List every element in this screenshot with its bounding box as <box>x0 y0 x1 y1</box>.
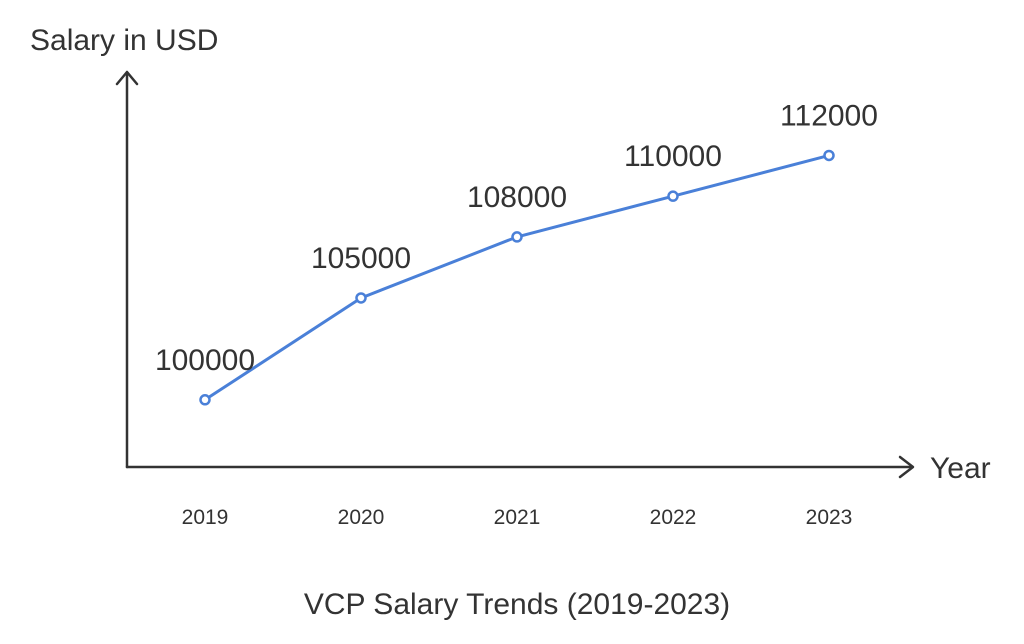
data-label-2019: 100000 <box>155 344 255 377</box>
x-tick-label-2019: 2019 <box>182 506 229 529</box>
data-point-2023[interactable] <box>823 149 835 162</box>
data-point-2019[interactable] <box>199 394 211 406</box>
data-point-2021[interactable] <box>511 231 523 243</box>
x-axis-arrow <box>898 455 915 479</box>
x-tick-label-2023: 2023 <box>806 506 853 529</box>
x-tick-label-2022: 2022 <box>650 506 697 529</box>
data-label-2020: 105000 <box>311 242 411 275</box>
y-axis-arrow <box>115 70 139 86</box>
data-label-2021: 108000 <box>467 181 567 214</box>
x-tick-labels: 2019 2020 2021 2022 2023 <box>182 506 853 529</box>
series-layer: 100000 105000 108000 110000 112000 <box>155 99 878 406</box>
y-axis-title: Salary in USD <box>30 24 218 57</box>
x-axis-title: Year <box>930 452 991 485</box>
data-point-2020[interactable] <box>355 292 367 304</box>
chart-title: VCP Salary Trends (2019-2023) <box>304 588 730 621</box>
data-label-2022: 110000 <box>624 140 722 173</box>
data-point-2022[interactable] <box>667 190 679 202</box>
axes <box>115 70 915 479</box>
x-tick-label-2021: 2021 <box>494 506 541 529</box>
x-tick-label-2020: 2020 <box>338 506 385 529</box>
data-label-2023: 112000 <box>780 99 878 132</box>
